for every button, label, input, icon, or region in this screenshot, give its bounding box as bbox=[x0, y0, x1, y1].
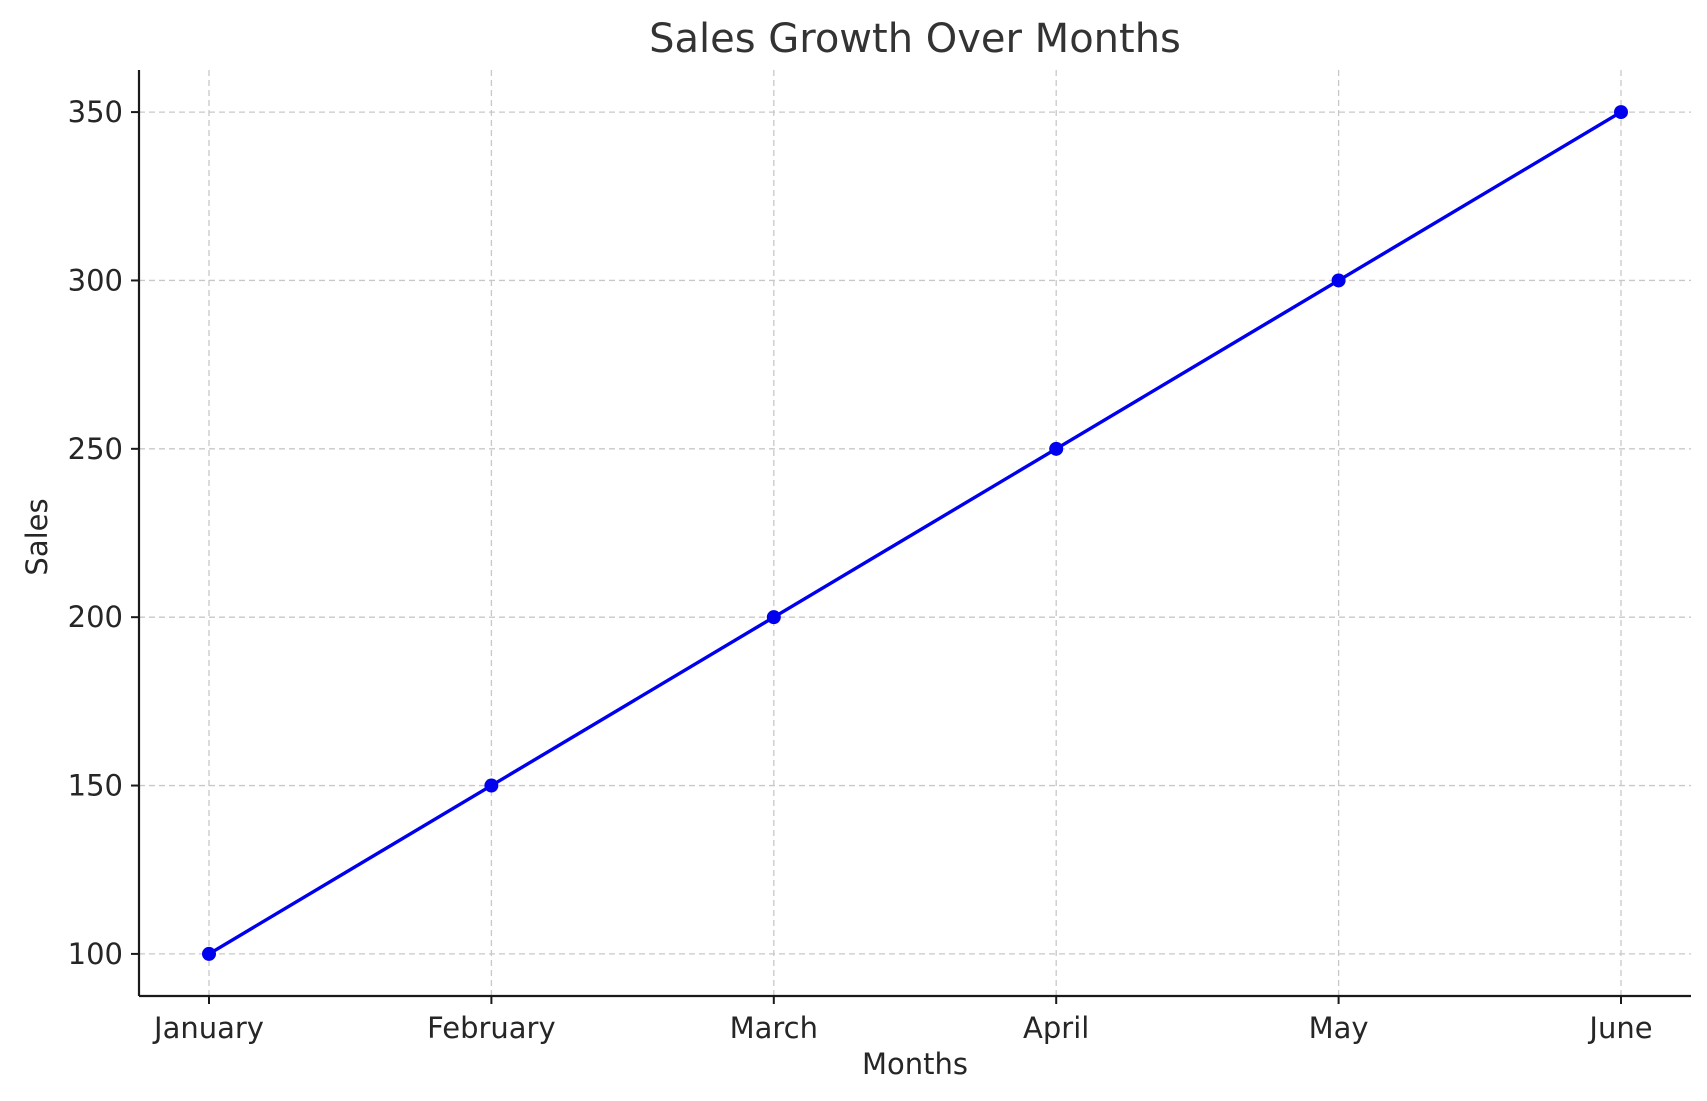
x-tick-label: April bbox=[1023, 1011, 1089, 1045]
axes bbox=[137, 70, 1691, 998]
y-tick-label: 100 bbox=[68, 937, 123, 971]
grid bbox=[139, 70, 1691, 996]
x-tick-label: June bbox=[1587, 1011, 1652, 1045]
ticks: January February March April May June 100 150 20… bbox=[68, 95, 1653, 1045]
data-point bbox=[484, 778, 499, 793]
data-point bbox=[202, 946, 216, 961]
data-point bbox=[1049, 441, 1064, 456]
y-tick-label: 200 bbox=[68, 600, 123, 634]
x-tick-label: March bbox=[730, 1011, 818, 1045]
y-tick-label: 300 bbox=[68, 263, 123, 297]
x-tick-label: January bbox=[152, 1011, 264, 1045]
chart-title: Sales Growth Over Months bbox=[649, 16, 1181, 62]
data-point bbox=[766, 610, 781, 625]
data-point bbox=[1614, 105, 1628, 120]
series-line bbox=[208, 110, 1622, 956]
x-axis-label: Months bbox=[862, 1047, 968, 1081]
y-tick-label: 250 bbox=[68, 432, 123, 466]
x-tick-label: May bbox=[1309, 1011, 1369, 1045]
y-axis-label: Sales bbox=[20, 498, 54, 575]
x-tick-label: February bbox=[427, 1011, 556, 1045]
series bbox=[202, 105, 1628, 961]
y-tick-label: 350 bbox=[68, 95, 123, 129]
data-point bbox=[1331, 273, 1346, 288]
y-tick-label: 150 bbox=[68, 769, 123, 803]
